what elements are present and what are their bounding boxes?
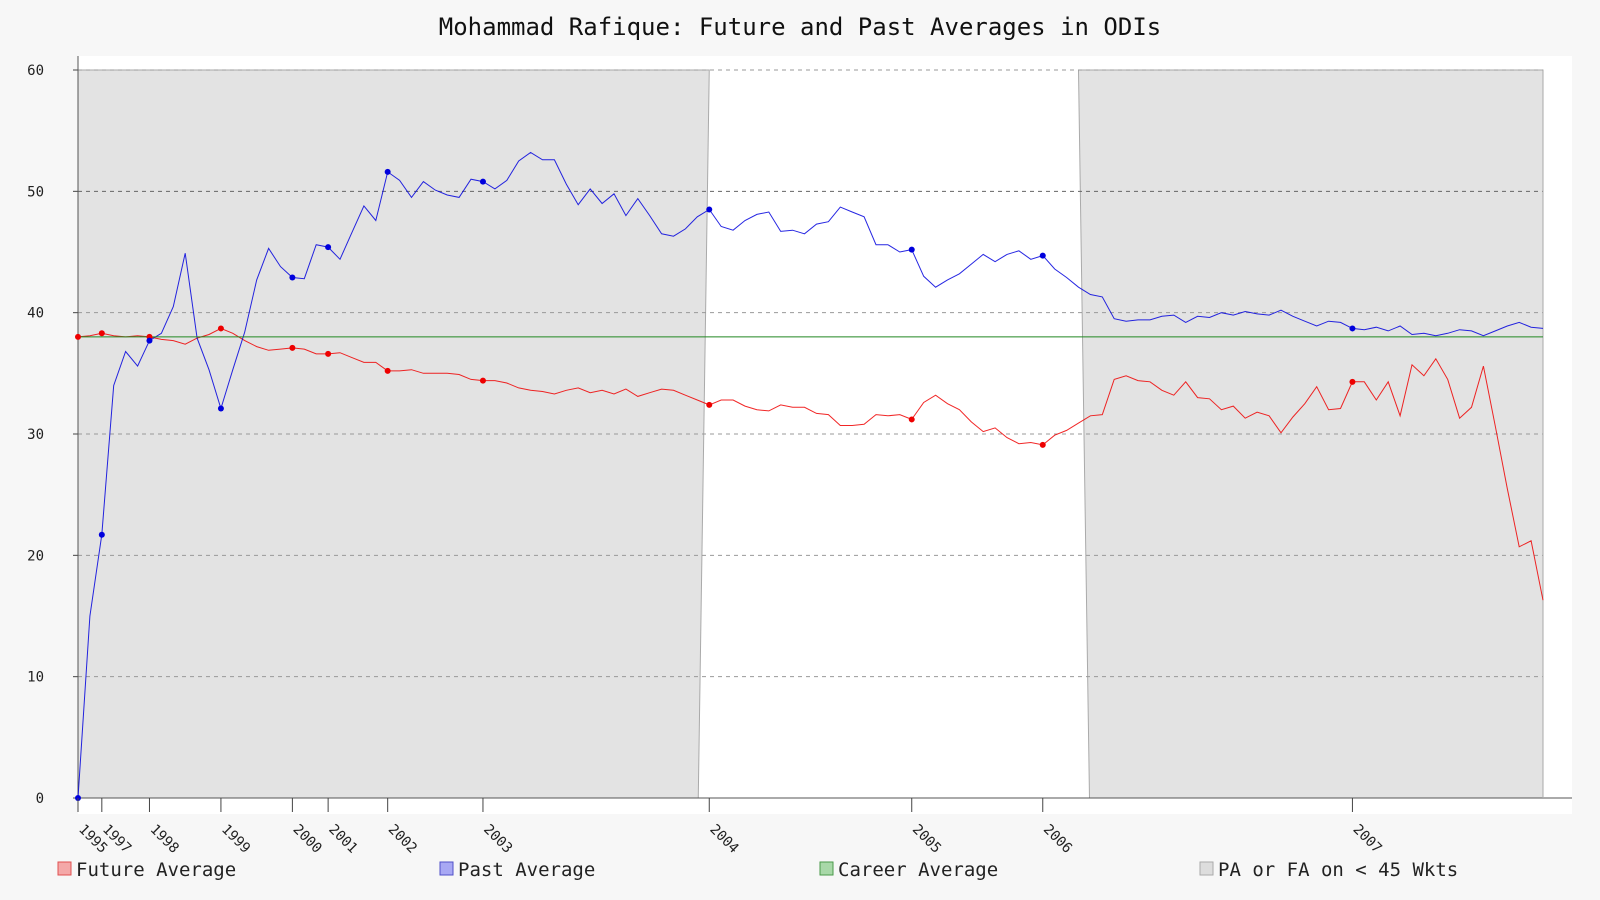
- future-average-point: [217, 325, 224, 332]
- future-average-point: [1349, 378, 1356, 385]
- past-average-point: [98, 531, 105, 538]
- x-tick-label: 2006: [1040, 822, 1075, 857]
- chart-title: Mohammad Rafique: Future and Past Averag…: [439, 13, 1161, 41]
- legend: Future Average Past Average Career Average…: [57, 859, 1458, 881]
- legend-item-future-average: Future Average: [57, 859, 236, 881]
- past-average-point: [1039, 252, 1046, 259]
- y-tick-label: 20: [27, 548, 44, 564]
- future-average-point: [1039, 441, 1046, 448]
- past-average-point: [1349, 325, 1356, 332]
- future-average-point: [384, 367, 391, 374]
- legend-label: Future Average: [76, 859, 236, 881]
- y-tick-labels: 0 10 20 30 40 50 60: [27, 63, 44, 807]
- past-average-point: [289, 274, 296, 281]
- future-average-line: [77, 327, 1544, 601]
- future-average-point: [479, 377, 486, 384]
- future-average-point: [289, 344, 296, 351]
- past-average-point: [908, 246, 915, 253]
- y-tick-label: 0: [36, 791, 44, 807]
- series-lines: [77, 151, 1544, 799]
- future-average-point: [325, 350, 332, 357]
- legend-item-career-average: Career Average: [819, 859, 998, 881]
- past-average-point: [217, 405, 224, 412]
- past-average-point: [479, 178, 486, 185]
- x-tick-label: 2003: [480, 822, 515, 857]
- legend-label: PA or FA on < 45 Wkts: [1218, 859, 1458, 881]
- x-tick-label: 2005: [909, 822, 944, 857]
- x-tick-label: 2004: [706, 822, 741, 857]
- x-tick-label: 1999: [218, 822, 253, 857]
- legend-item-past-average: Past Average: [439, 859, 595, 881]
- past-average-point: [325, 244, 332, 251]
- x-tick-label: 1998: [147, 822, 182, 857]
- past-average-point: [146, 337, 153, 344]
- legend-label: Career Average: [838, 859, 998, 881]
- legend-label: Past Average: [458, 859, 595, 881]
- x-tick-label: 2000: [290, 822, 325, 857]
- y-tick-label: 40: [27, 306, 44, 322]
- past-average-line: [77, 151, 1544, 799]
- x-tick-label: 2001: [325, 822, 360, 857]
- future-average-point: [908, 416, 915, 423]
- past-average-point: [384, 168, 391, 175]
- y-tick-label: 30: [27, 427, 44, 443]
- future-average-point: [75, 333, 81, 340]
- legend-swatch: [1199, 861, 1214, 876]
- x-tick-label: 2002: [385, 822, 420, 857]
- legend-swatch: [439, 861, 454, 876]
- future-average-point: [706, 401, 713, 408]
- legend-item-pa-or-fa-on-45-wkts: PA or FA on < 45 Wkts: [1199, 859, 1458, 881]
- axes: [73, 56, 1572, 812]
- y-tick-label: 10: [27, 670, 44, 686]
- series-markers: [75, 168, 1356, 801]
- future-average-point: [98, 330, 105, 337]
- y-tick-label: 50: [27, 184, 44, 200]
- y-tick-label: 60: [27, 63, 44, 79]
- past-average-point: [706, 206, 713, 213]
- x-tick-label: 2007: [1350, 822, 1385, 857]
- legend-swatch: [819, 861, 834, 876]
- legend-swatch: [57, 861, 72, 876]
